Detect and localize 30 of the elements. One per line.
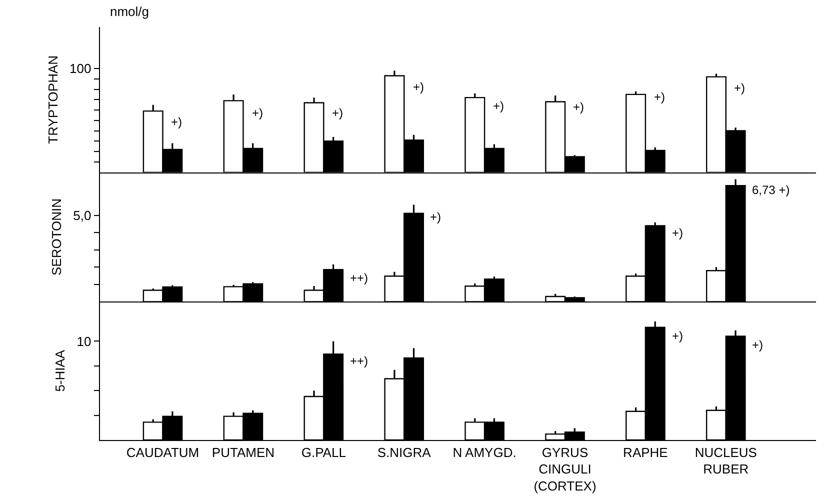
- annotation: +): [413, 80, 424, 94]
- annotation: +): [752, 338, 764, 352]
- y-axis-title: SEROTONIN: [49, 198, 64, 276]
- annotation: +): [672, 226, 684, 240]
- x-tick-label: NUCLEUS RUBER: [694, 444, 758, 477]
- x-tick-label: RAPHE: [623, 444, 668, 460]
- annotation: +): [654, 90, 666, 104]
- annotation: ++): [350, 271, 368, 285]
- x-tick-label: N AMYGD.: [452, 444, 516, 460]
- annotation: ++): [350, 354, 368, 368]
- x-tick-label: CAUDATUM: [126, 444, 200, 460]
- annotation: +): [672, 329, 684, 343]
- text: nmol/g: [110, 4, 150, 19]
- annotation: +): [171, 115, 182, 129]
- annotation: +): [734, 81, 746, 95]
- annotation: +): [573, 100, 584, 114]
- y-tick-label: 10: [76, 334, 92, 349]
- x-tick-label: S.NIGRA: [377, 444, 432, 460]
- x-tick-label: G.PALL: [301, 444, 346, 460]
- annotation: +): [252, 106, 264, 120]
- x-tick-label: PUTAMEN: [212, 444, 275, 460]
- y-axis-title: TRYPTOPHAN: [45, 55, 60, 144]
- annotation: 6,73 +): [752, 183, 790, 197]
- annotation: +): [493, 99, 504, 113]
- annotation: +): [332, 106, 344, 120]
- y-tick-label: 5,0: [73, 208, 92, 223]
- y-axis-title: 5-HIAA: [52, 350, 68, 392]
- annotation: +): [430, 210, 442, 224]
- y-tick-label: 100: [70, 61, 92, 76]
- x-tick-label: GYRUS CINGULI (CORTEX): [534, 444, 596, 494]
